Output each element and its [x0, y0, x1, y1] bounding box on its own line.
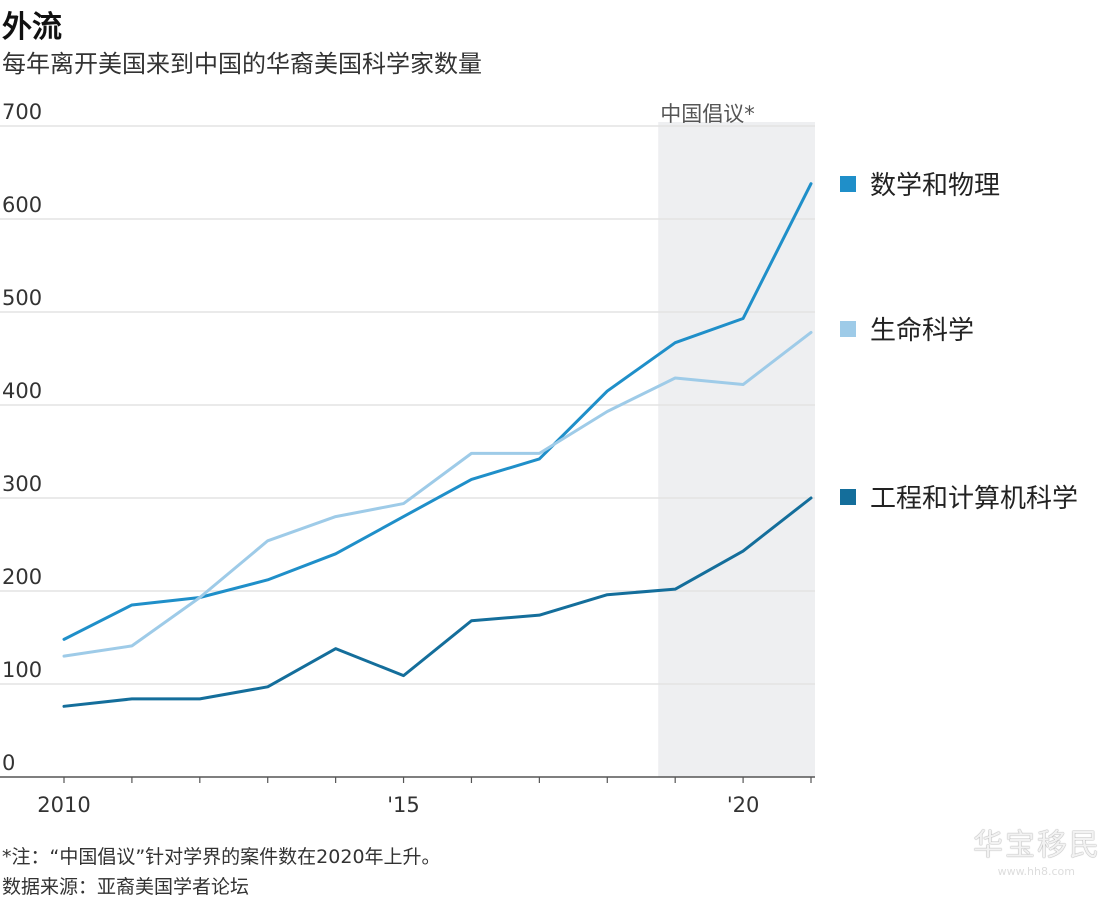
highlight-band [658, 122, 815, 777]
y-tick-label: 400 [2, 379, 42, 403]
legend-item: 工程和计算机科学 [840, 478, 1078, 515]
x-tick-label: 2010 [37, 793, 90, 817]
highlight-label: 中国倡议* [660, 102, 755, 126]
x-tick-label: '20 [727, 793, 760, 817]
y-tick-label: 700 [2, 100, 42, 124]
legend-label: 生命科学 [870, 316, 975, 346]
y-tick-label: 100 [2, 658, 42, 682]
footnote: *注：“中国倡议”针对学界的案件数在2020年上升。 [2, 846, 441, 868]
x-tick-label: '15 [387, 793, 420, 817]
watermark-logo: 华宝移民 [973, 828, 1101, 863]
y-tick-label: 0 [2, 751, 15, 775]
source-note: 数据来源：亚裔美国学者论坛 [2, 876, 250, 898]
y-tick-label: 500 [2, 286, 42, 310]
y-tick-label: 200 [2, 565, 42, 589]
chart-title: 外流 [2, 10, 62, 45]
legend-item: 生命科学 [840, 310, 974, 347]
watermark-url: www.hh8.com [997, 865, 1075, 878]
y-tick-label: 600 [2, 193, 42, 217]
series-line-3 [62, 496, 813, 708]
chart-notes: *注：“中国倡议”针对学界的案件数在2020年上升。 数据来源：亚裔美国学者论坛 [2, 842, 441, 902]
legend-label: 工程和计算机科学 [870, 484, 1079, 514]
legend-swatch [840, 175, 856, 192]
series-line-1 [62, 182, 813, 641]
y-tick-label: 300 [2, 472, 42, 496]
series-line-2 [62, 330, 813, 658]
legend-swatch [840, 320, 856, 337]
legend-item: 数学和物理 [840, 165, 1000, 202]
chart-subtitle: 每年离开美国来到中国的华裔美国科学家数量 [2, 50, 482, 78]
legend-swatch [840, 488, 856, 505]
legend-label: 数学和物理 [870, 171, 1001, 201]
